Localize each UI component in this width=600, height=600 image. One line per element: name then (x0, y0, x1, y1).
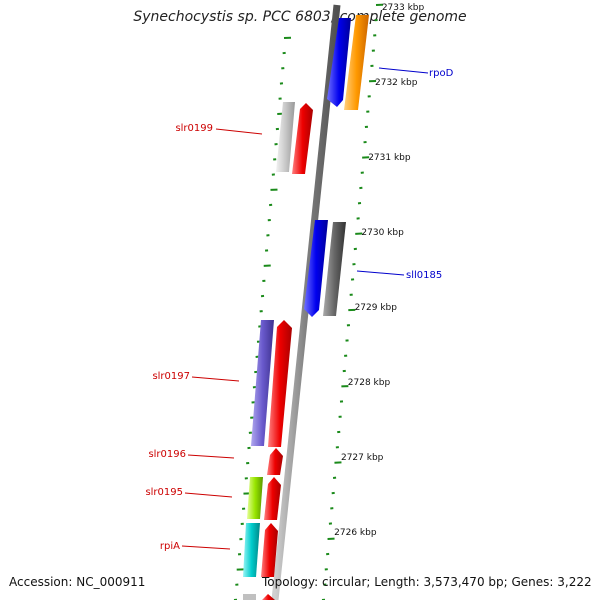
tick-marks-right (321, 3, 384, 600)
scale-labels: 2733 kbp 2732 kbp 2731 kbp 2730 kbp 2729 kbp… (334, 3, 424, 538)
scale-tick-label: 2726 kbp (334, 528, 377, 538)
scale-tick-label: 2732 kbp (375, 78, 418, 88)
gene-label-slr0195: slr0195 (145, 487, 183, 498)
scale-tick-label: 2729 kbp (355, 303, 398, 313)
gene-arrow-rpoD (344, 15, 369, 110)
leader-slr0197 (191, 376, 240, 382)
gene-arrow-sll0185-blue (304, 220, 328, 317)
gene-label-sll0185: sll0185 (406, 270, 442, 281)
leader-slr0199 (215, 128, 263, 135)
gene-arrow-rpiA (261, 523, 278, 577)
gene-rpiA-cyan (243, 523, 260, 577)
scale-tick-label: 2727 kbp (341, 453, 384, 463)
gene-label-slr0196: slr0196 (148, 449, 186, 460)
gene-arrow-slr0196 (267, 448, 283, 475)
leader-sll0185 (356, 270, 405, 276)
scale-tick-label: 2731 kbp (368, 153, 411, 163)
leader-rpiA (181, 545, 231, 550)
gene-arrow-slr0195 (264, 477, 281, 520)
gene-arrow-slr0197 (268, 320, 292, 447)
gene-slr0197-purple (251, 320, 274, 446)
gene-label-slr0199: slr0199 (175, 123, 213, 134)
leader-slr0196 (187, 454, 235, 459)
gene-slr0195-lime (247, 477, 263, 519)
gene-label-rpiA: rpiA (160, 541, 180, 552)
gene-bottom-gray (243, 594, 256, 600)
gene-slr0199-gray (276, 102, 295, 172)
leader-rpoD (378, 67, 429, 74)
gene-arrow-sll0185 (323, 222, 346, 316)
accession-text: Accession: NC_000911 (9, 575, 146, 589)
scale-tick-label: 2733 kbp (382, 3, 425, 13)
gene-label-slr0197: slr0197 (152, 371, 190, 382)
scale-tick-label: 2728 kbp (348, 378, 391, 388)
map-title: Synechocystis sp. PCC 6803, complete gen… (133, 9, 467, 25)
scale-tick-label: 2730 kbp (361, 228, 404, 238)
gene-arrow-slr0199 (292, 103, 313, 174)
leader-slr0195 (184, 492, 233, 498)
gene-arrow-bottom (262, 594, 275, 600)
gene-arrow-blue-top (327, 18, 351, 107)
gene-label-rpoD: rpoD (429, 68, 454, 79)
topology-text: Topology: circular; Length: 3,573,470 bp… (262, 575, 592, 589)
